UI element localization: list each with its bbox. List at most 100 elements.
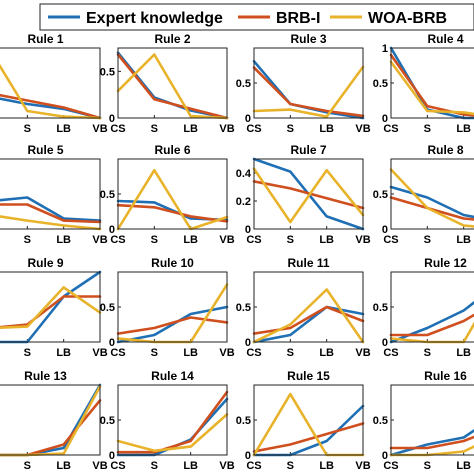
x-tick-label: VB — [219, 347, 234, 359]
y-tick-label: 0 — [382, 337, 388, 349]
series-line-brb-i — [389, 313, 474, 337]
x-tick-label: CS — [383, 123, 398, 135]
x-tick-label: CS — [383, 234, 398, 246]
y-tick-label: 0 — [245, 224, 251, 236]
x-tick-label: S — [287, 347, 294, 359]
legend-label-woa-brb: WOA-BRB — [368, 10, 447, 27]
x-tick-label: LB — [456, 123, 471, 135]
x-tick-label: LB — [56, 123, 71, 135]
x-tick-label: VB — [92, 123, 107, 135]
panel-frame — [0, 158, 101, 230]
panel-rule-13: Rule 13CSSLBVB — [0, 369, 108, 472]
x-tick-label: CS — [110, 460, 125, 472]
x-tick-label: LB — [56, 234, 71, 246]
legend-entry-woa-brb: WOA-BRB — [330, 10, 447, 27]
y-tick-label: 0 — [109, 224, 115, 236]
x-tick-label: VB — [92, 347, 107, 359]
series-line-brb-i — [116, 316, 229, 335]
legend-entry-brb-i: BRB-I — [238, 10, 320, 27]
panel-title: Rule 6 — [154, 143, 190, 157]
x-tick-label: CS — [246, 347, 261, 359]
panel-frame — [0, 384, 101, 456]
x-tick-label: S — [287, 460, 294, 472]
panel-title: Rule 10 — [151, 256, 194, 270]
x-tick-label: S — [151, 460, 158, 472]
x-tick-label: CS — [110, 347, 125, 359]
x-tick-label: VB — [219, 123, 234, 135]
panel-title: Rule 16 — [424, 369, 467, 383]
series-line-expert-knowledge — [0, 196, 102, 222]
x-tick-label: VB — [355, 347, 370, 359]
y-tick-label: 0 — [245, 337, 251, 349]
panel-frame — [253, 158, 364, 230]
x-tick-label: CS — [110, 234, 125, 246]
x-tick-label: CS — [246, 460, 261, 472]
series-line-woa-brb — [0, 63, 102, 120]
panel-rule-8: Rule 8CSSLBVB00.5 — [373, 143, 474, 246]
series-line-brb-i — [0, 93, 102, 120]
x-tick-label: CS — [246, 234, 261, 246]
panel-title: Rule 2 — [154, 32, 190, 46]
series-line-woa-brb — [116, 53, 229, 120]
series-line-brb-i — [252, 180, 365, 210]
y-tick-label: 0.5 — [236, 78, 251, 90]
series-line-woa-brb — [389, 168, 474, 228]
x-tick-label: VB — [92, 460, 107, 472]
x-tick-label: S — [151, 123, 158, 135]
series-line-brb-i — [389, 53, 474, 117]
legend: Expert knowledge BRB-I WOA-BRB — [39, 3, 474, 31]
panel-frame — [0, 47, 101, 119]
series-line-brb-i — [116, 53, 229, 120]
panel-rule-12: Rule 12CSSLBVB00.5 — [373, 256, 474, 359]
y-tick-label: 0.5 — [373, 415, 388, 427]
x-tick-label: VB — [355, 460, 370, 472]
series-line-woa-brb — [116, 413, 229, 453]
panel-frame — [117, 271, 228, 343]
panel-rule-9: Rule 9CSSLBVB — [0, 256, 108, 359]
y-tick-label: 0.5 — [373, 189, 388, 201]
panel-frame — [117, 158, 228, 230]
x-tick-label: S — [424, 123, 431, 135]
x-tick-label: LB — [319, 460, 334, 472]
panel-title: Rule 1 — [27, 32, 63, 46]
series-line-brb-i — [389, 196, 474, 221]
panel-frame — [117, 47, 228, 119]
x-tick-label: S — [24, 123, 31, 135]
panel-frame — [253, 384, 364, 456]
y-tick-label: 0 — [109, 337, 115, 349]
series-line-brb-i — [252, 66, 365, 118]
series-line-brb-i — [389, 435, 474, 450]
y-tick-label: 0.5 — [373, 302, 388, 314]
x-tick-label: S — [24, 460, 31, 472]
y-tick-label: 1 — [382, 43, 388, 55]
panel-frame — [117, 384, 228, 456]
panel-rule-7: Rule 7 CS S LB VB 0 0.2 0.4 — [236, 143, 371, 246]
panel-rule-6: Rule 6 CS S LB VB 0 0.5 — [100, 143, 235, 246]
series-line-woa-brb — [0, 215, 102, 231]
series-line-expert-knowledge — [116, 305, 229, 344]
series-line-expert-knowledge — [389, 185, 474, 219]
panel-title: Rule 11 — [287, 256, 329, 270]
series-line-woa-brb — [0, 286, 102, 329]
x-tick-label: S — [424, 347, 431, 359]
x-tick-label: VB — [219, 460, 234, 472]
series-line-brb-i — [0, 203, 102, 224]
x-tick-label: VB — [92, 234, 107, 246]
y-tick-label: 0 — [109, 113, 115, 125]
panel-rule-16: Rule 16CSSLBVB00.5 — [373, 369, 474, 472]
x-tick-label: LB — [56, 460, 71, 472]
panel-title: Rule 8 — [427, 143, 463, 157]
y-tick-label: 0 — [382, 224, 388, 236]
panel-frame — [253, 271, 364, 343]
panel-title: Rule 13 — [24, 369, 67, 383]
x-tick-label: CS — [246, 123, 261, 135]
panel-frame — [0, 271, 101, 343]
x-tick-label: S — [24, 347, 31, 359]
series-line-woa-brb — [389, 60, 474, 116]
panel-title: Rule 7 — [290, 143, 326, 157]
